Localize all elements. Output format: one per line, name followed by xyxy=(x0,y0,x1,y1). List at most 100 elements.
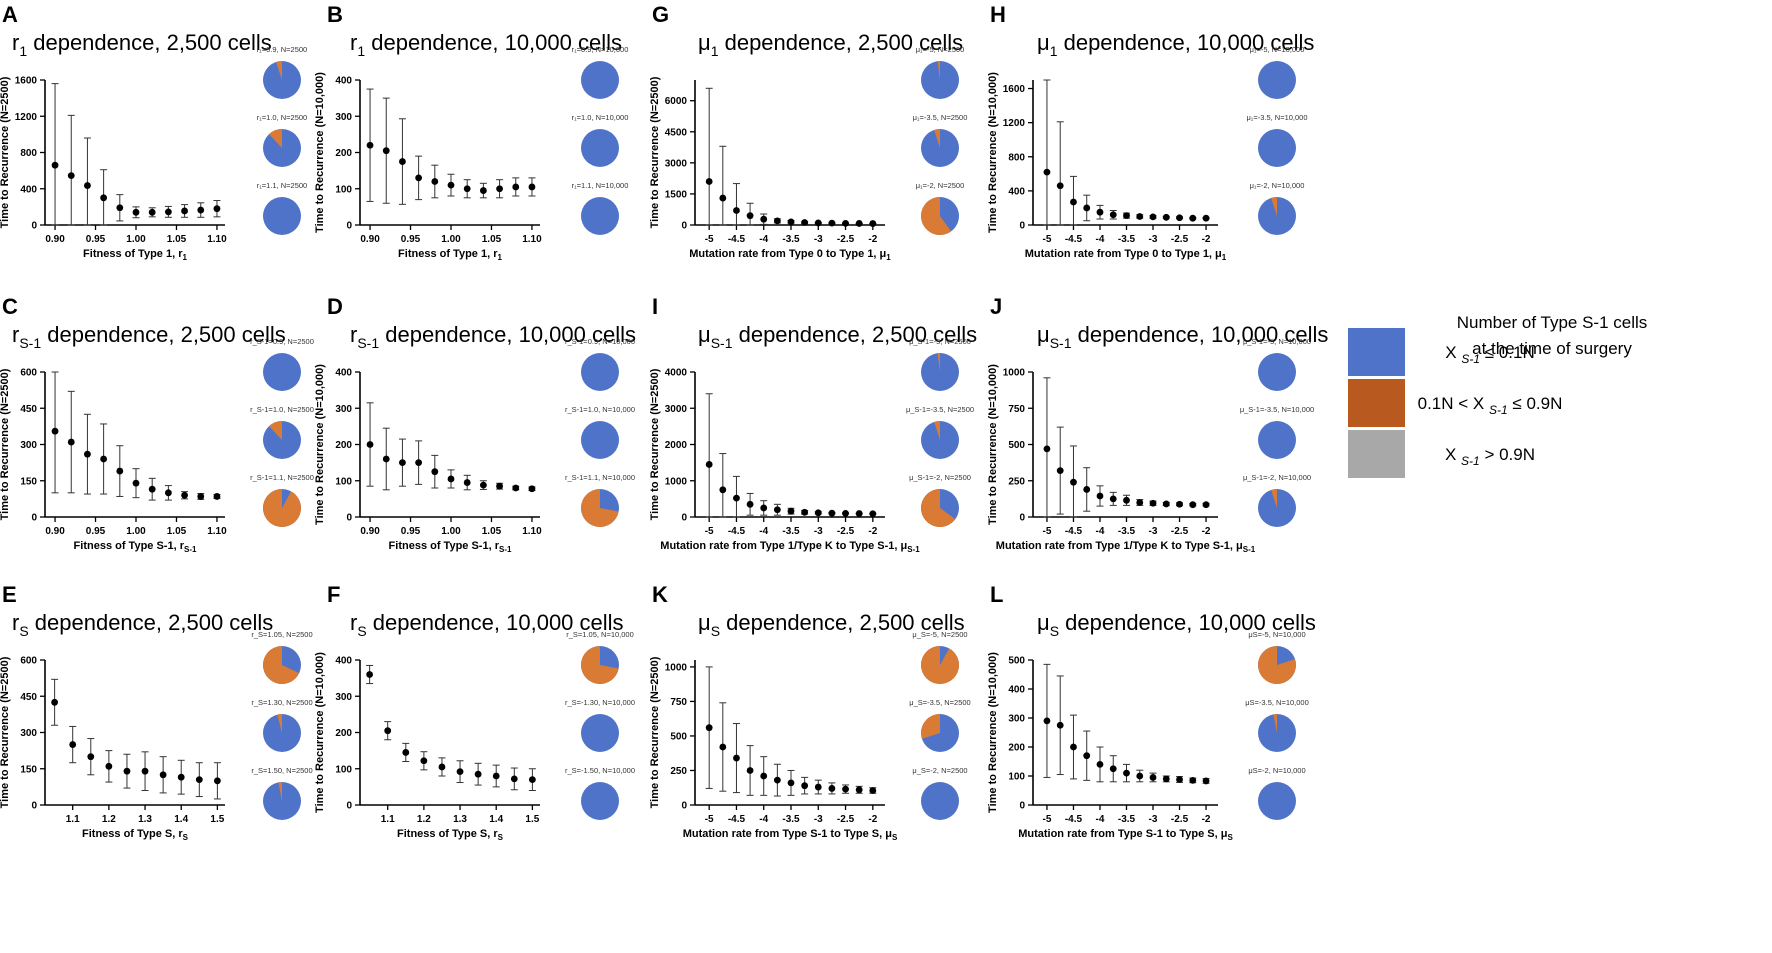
pie-slice-orange xyxy=(268,129,282,148)
data-point xyxy=(1043,717,1051,725)
data-point xyxy=(773,506,781,514)
y-tick-label: 400 xyxy=(1008,186,1025,197)
data-point xyxy=(474,770,482,778)
data-point xyxy=(1162,213,1170,221)
title-subscript: 1 xyxy=(357,43,365,59)
title-symbol: μ xyxy=(1037,30,1050,55)
data-point xyxy=(719,743,727,751)
pie-label: r₁=1.1, N=2500 xyxy=(257,181,307,190)
x-tick-label: -5 xyxy=(1043,526,1052,537)
data-point xyxy=(1056,467,1064,474)
x-tick-label: 1.4 xyxy=(489,814,503,825)
pie-label: μ_S=-5, N=2500 xyxy=(912,630,967,639)
panel-title: r1 dependence, 2,500 cells xyxy=(12,30,272,59)
data-point xyxy=(1109,211,1117,219)
data-point xyxy=(366,441,374,448)
y-axis-label: Time to Recurrence (N=2500) xyxy=(0,368,11,520)
x-tick-label: -5 xyxy=(1043,814,1052,825)
panel-letter: I xyxy=(652,294,658,319)
pie-slice-orange xyxy=(581,646,619,684)
y-tick-label: 500 xyxy=(1008,440,1025,451)
y-tick-label: 0 xyxy=(681,801,687,812)
title-symbol: r xyxy=(350,610,357,635)
title-rest: dependence, 2,500 cells xyxy=(27,30,272,55)
data-point xyxy=(415,459,423,467)
pie-slice-orange xyxy=(276,61,282,80)
data-point xyxy=(842,509,849,517)
x-tick-label: 0.90 xyxy=(360,526,380,537)
y-tick-label: 300 xyxy=(335,692,352,703)
data-point xyxy=(141,767,149,775)
pie-label: r_S-1=0.9, N=2500 xyxy=(250,337,314,346)
pie-label: μ_S-1=-5, N=2500 xyxy=(909,337,971,346)
panel-g: Gμ1 dependence, 2,500 cells0150030004500… xyxy=(649,2,967,262)
panel-title: μ1 dependence, 10,000 cells xyxy=(1037,30,1314,59)
pie-label: μ_S=-3.5, N=2500 xyxy=(909,698,970,707)
title-symbol: r xyxy=(350,322,357,347)
data-point xyxy=(132,479,140,487)
x-tick-label: 0.90 xyxy=(45,526,65,537)
panel-c: CrS-1 dependence, 2,500 cells01503004506… xyxy=(0,294,314,554)
data-point xyxy=(402,749,410,756)
y-tick-label: 500 xyxy=(1008,656,1025,667)
data-point xyxy=(67,438,75,446)
panel-letter: J xyxy=(990,294,1002,319)
data-point xyxy=(148,208,156,216)
y-tick-label: 1600 xyxy=(1003,84,1026,95)
panel-j: JμS-1 dependence, 10,000 cells0250500750… xyxy=(987,294,1328,554)
pie-slice-blue xyxy=(581,714,619,752)
pie-label: μ_S-1=-3.5, N=2500 xyxy=(906,405,974,414)
pie-slice-blue xyxy=(581,61,619,99)
data-point xyxy=(733,494,740,502)
y-tick-label: 150 xyxy=(20,476,37,487)
y-tick-label: 200 xyxy=(335,728,352,739)
legend-label: 0.1N < X S-1 ≤ 0.9N xyxy=(1418,394,1563,417)
data-point xyxy=(1176,776,1183,783)
data-point xyxy=(116,467,124,475)
title-symbol: r xyxy=(12,610,19,635)
panel-k: KμS dependence, 2,500 cells0250500750100… xyxy=(649,582,971,842)
panel-letter: A xyxy=(2,2,18,27)
panel-title: μ1 dependence, 2,500 cells xyxy=(698,30,963,59)
panel-letter: B xyxy=(327,2,343,27)
y-tick-label: 100 xyxy=(335,476,352,487)
data-point xyxy=(787,507,795,515)
data-point xyxy=(67,172,75,180)
x-tick-label: -4 xyxy=(1096,526,1105,537)
pie-slice-blue xyxy=(1258,61,1296,99)
y-tick-label: 6000 xyxy=(665,96,688,107)
x-axis-label-main: Mutation rate from Type 1/Type K to Type… xyxy=(660,540,907,552)
pie-label: r₁=0.9, N=2500 xyxy=(257,45,307,54)
x-axis-label: Mutation rate from Type S-1 to Type S, μ… xyxy=(683,828,898,842)
y-tick-label: 250 xyxy=(670,766,687,777)
panel-title: r1 dependence, 10,000 cells xyxy=(350,30,622,59)
data-point xyxy=(773,776,781,784)
legend-swatch xyxy=(1348,379,1405,427)
legend-label: X S-1 ≤ 0.1N xyxy=(1445,343,1534,366)
panel-title: μS-1 dependence, 2,500 cells xyxy=(698,322,977,351)
x-tick-label: -5 xyxy=(1043,234,1052,245)
x-axis-label: Fitness of Type S, rS xyxy=(82,828,189,842)
data-point xyxy=(746,767,754,774)
y-tick-label: 300 xyxy=(20,728,37,739)
legend: Number of Type S-1 cells at the time of … xyxy=(1348,313,1647,478)
data-point xyxy=(528,776,536,784)
data-point xyxy=(431,468,439,476)
pie-slice-orange xyxy=(934,421,940,440)
panel-title: rS dependence, 10,000 cells xyxy=(350,610,624,639)
title-subscript: S xyxy=(1050,623,1059,639)
data-point xyxy=(382,147,390,155)
x-axis-label-main: Mutation rate from Type S-1 to Type S, μ xyxy=(683,828,892,840)
data-point xyxy=(510,775,518,783)
y-tick-label: 0 xyxy=(31,221,37,232)
legend-label-pre: 0.1N < X xyxy=(1418,394,1489,413)
panel-b: Br1 dependence, 10,000 cells010020030040… xyxy=(314,2,628,262)
y-axis-label: Time to Recurrence (N=2500) xyxy=(0,76,11,228)
x-axis-label-main: Fitness of Type S, r xyxy=(82,828,183,840)
x-tick-label: 1.05 xyxy=(167,234,187,245)
legend-swatch xyxy=(1348,430,1405,478)
y-tick-label: 750 xyxy=(670,697,687,708)
y-tick-label: 3000 xyxy=(665,158,688,169)
y-tick-label: 200 xyxy=(335,440,352,451)
